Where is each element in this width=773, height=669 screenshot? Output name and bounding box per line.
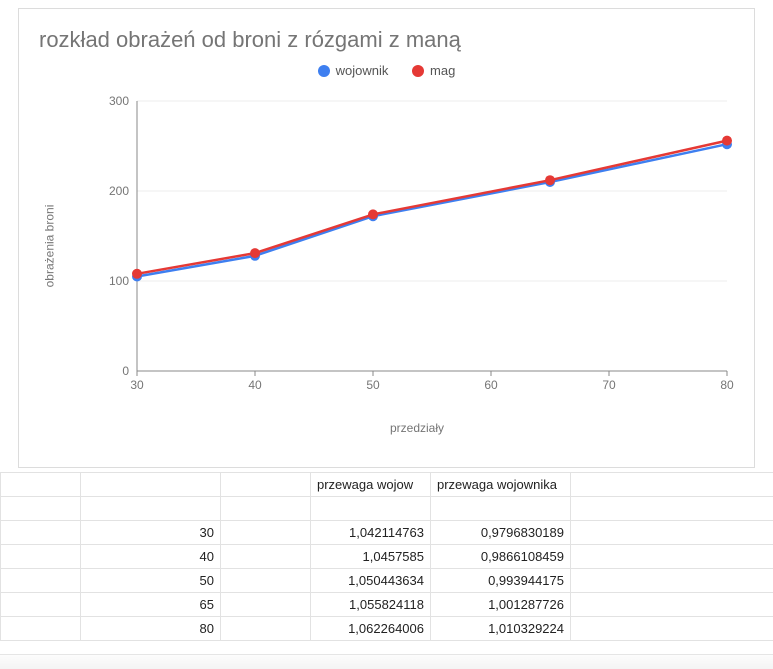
legend-item-mag: mag (412, 63, 455, 78)
value-cell[interactable]: 1,050443634 (311, 569, 431, 593)
row-label[interactable]: 65 (81, 593, 221, 617)
cell[interactable] (1, 593, 81, 617)
legend-dot-mag (412, 65, 424, 77)
cell[interactable] (571, 497, 773, 521)
cell[interactable] (81, 497, 221, 521)
svg-text:80: 80 (720, 378, 734, 392)
svg-text:50: 50 (366, 378, 380, 392)
cell[interactable] (221, 593, 311, 617)
table-row[interactable]: 65 1,0558241181,001287726 (1, 593, 773, 617)
svg-text:60: 60 (484, 378, 498, 392)
cell[interactable] (311, 497, 431, 521)
cell[interactable] (571, 473, 773, 497)
svg-text:30: 30 (130, 378, 144, 392)
table-row[interactable]: 50 1,0504436340,993944175 (1, 569, 773, 593)
screenshot-root: rozkład obrażeń od broni z rózgami z man… (0, 0, 773, 669)
value-cell[interactable]: 1,062264006 (311, 617, 431, 641)
svg-text:0: 0 (122, 364, 129, 378)
legend-item-wojownik: wojownik (318, 63, 389, 78)
row-label[interactable]: 50 (81, 569, 221, 593)
spreadsheet-area: przewaga wojowprzewaga wojownika 30 1,0421… (0, 472, 773, 641)
cell[interactable] (571, 617, 773, 641)
spreadsheet-body: przewaga wojowprzewaga wojownika 30 1,0421… (1, 473, 773, 641)
legend-label: mag (430, 63, 455, 78)
cell[interactable] (571, 521, 773, 545)
table-row[interactable]: 80 1,0622640061,010329224 (1, 617, 773, 641)
chart-title: rozkład obrażeń od broni z rózgami z man… (39, 27, 461, 53)
x-axis-label: przedziały (97, 421, 737, 435)
legend-dot-wojownik (318, 65, 330, 77)
cell[interactable] (221, 617, 311, 641)
y-axis-label: obrażenia broni (39, 91, 59, 401)
chart-legend: wojownik mag (19, 63, 754, 80)
value-cell[interactable]: 1,042114763 (311, 521, 431, 545)
table-row[interactable]: przewaga wojowprzewaga wojownika (1, 473, 773, 497)
legend-label: wojownik (336, 63, 389, 78)
chart-card: rozkład obrażeń od broni z rózgami z man… (18, 8, 755, 468)
cell[interactable] (221, 545, 311, 569)
cell[interactable] (221, 473, 311, 497)
value-cell[interactable]: 0,9866108459 (431, 545, 571, 569)
cell[interactable] (571, 545, 773, 569)
svg-text:200: 200 (109, 184, 129, 198)
value-cell[interactable]: 1,055824118 (311, 593, 431, 617)
sheet-tab-strip (0, 654, 773, 669)
cell[interactable] (1, 497, 81, 521)
cell[interactable] (221, 521, 311, 545)
spreadsheet-table[interactable]: przewaga wojowprzewaga wojownika 30 1,0421… (0, 472, 773, 641)
cell[interactable] (1, 521, 81, 545)
cell[interactable] (431, 497, 571, 521)
value-cell[interactable]: 1,0457585 (311, 545, 431, 569)
chart-svg: 0 100 200 300 30 40 50 60 70 80 (97, 91, 737, 401)
cell[interactable] (571, 593, 773, 617)
value-cell[interactable]: 0,9796830189 (431, 521, 571, 545)
table-row[interactable]: 40 1,04575850,9866108459 (1, 545, 773, 569)
svg-text:40: 40 (248, 378, 262, 392)
cell[interactable] (1, 473, 81, 497)
row-label[interactable]: 30 (81, 521, 221, 545)
row-label[interactable]: 40 (81, 545, 221, 569)
cell[interactable] (221, 569, 311, 593)
svg-text:70: 70 (602, 378, 616, 392)
table-row[interactable] (1, 497, 773, 521)
value-cell[interactable]: 1,010329224 (431, 617, 571, 641)
cell[interactable] (571, 569, 773, 593)
row-label[interactable]: 80 (81, 617, 221, 641)
cell[interactable] (1, 569, 81, 593)
column-header[interactable]: przewaga wojow (311, 473, 431, 497)
column-header[interactable]: przewaga wojownika (431, 473, 571, 497)
cell[interactable] (221, 497, 311, 521)
cell[interactable] (81, 473, 221, 497)
svg-text:100: 100 (109, 274, 129, 288)
value-cell[interactable]: 0,993944175 (431, 569, 571, 593)
cell[interactable] (1, 545, 81, 569)
cell[interactable] (1, 617, 81, 641)
svg-text:300: 300 (109, 94, 129, 108)
value-cell[interactable]: 1,001287726 (431, 593, 571, 617)
table-row[interactable]: 30 1,0421147630,9796830189 (1, 521, 773, 545)
plot-area: 0 100 200 300 30 40 50 60 70 80 (97, 91, 737, 401)
